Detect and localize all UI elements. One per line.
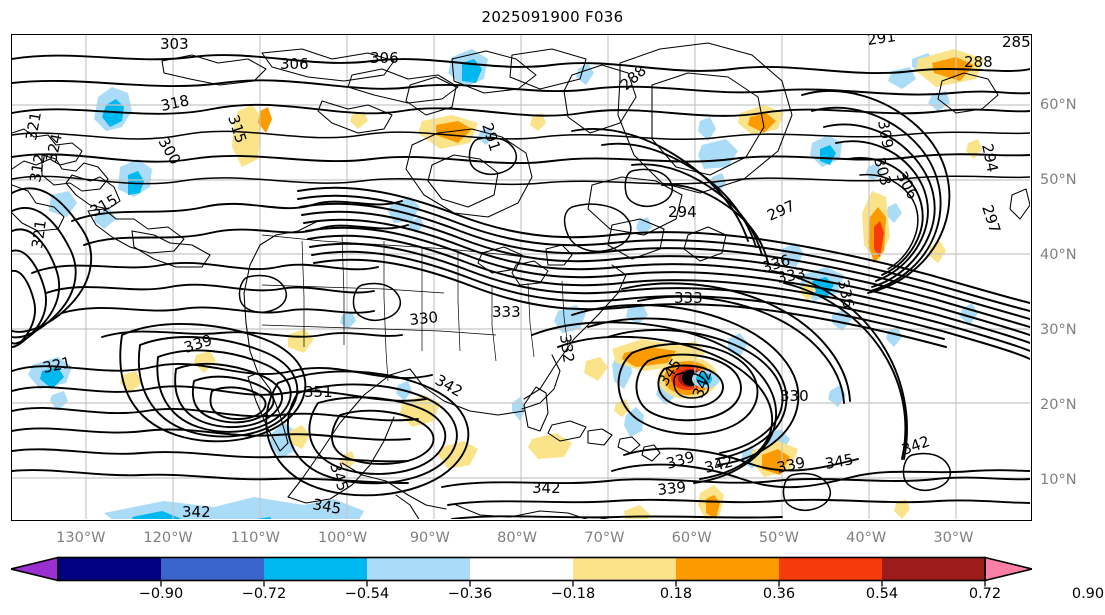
svg-text:303: 303 bbox=[160, 35, 189, 53]
contour-layer: 303 306 306 318 315 321 312 324 315 321 … bbox=[12, 35, 1030, 519]
svg-text:288: 288 bbox=[617, 61, 650, 94]
svg-text:330: 330 bbox=[780, 387, 809, 405]
colorbar-segment bbox=[882, 557, 986, 581]
map-clip: 303 306 306 318 315 321 312 324 315 321 … bbox=[12, 35, 1031, 520]
colorbar-canvas bbox=[11, 556, 1032, 587]
svg-text:342: 342 bbox=[899, 432, 932, 459]
lat-tick-label: 60°N bbox=[1040, 97, 1077, 114]
svg-text:333: 333 bbox=[492, 303, 521, 321]
svg-text:291: 291 bbox=[866, 35, 897, 49]
lon-tick-label: 30°W bbox=[933, 530, 974, 546]
colorbar-tick-label: 0.90 bbox=[1071, 586, 1105, 602]
colorbar-tick-label: −0.36 bbox=[447, 586, 493, 602]
svg-text:330: 330 bbox=[409, 308, 439, 329]
svg-text:288: 288 bbox=[964, 53, 993, 71]
colorbar-segment bbox=[367, 557, 471, 581]
svg-text:309: 309 bbox=[874, 119, 897, 150]
svg-text:294: 294 bbox=[978, 142, 1002, 174]
colorbar-ticks bbox=[160, 580, 986, 587]
colorbar-tick-label: −0.90 bbox=[138, 586, 184, 602]
svg-text:297: 297 bbox=[978, 203, 1004, 236]
svg-text:318: 318 bbox=[159, 91, 191, 115]
lon-tick-label: 90°W bbox=[409, 530, 450, 546]
lon-tick-label: 70°W bbox=[584, 530, 625, 546]
svg-text:306: 306 bbox=[370, 49, 399, 67]
colorbar-segment bbox=[58, 557, 162, 581]
svg-text:321: 321 bbox=[41, 353, 73, 377]
colorbar-outline bbox=[57, 556, 986, 582]
lon-tick-label: 50°W bbox=[758, 530, 799, 546]
svg-text:297: 297 bbox=[764, 197, 797, 225]
colorbar[interactable] bbox=[11, 556, 1032, 590]
lon-tick-label: 60°W bbox=[671, 530, 712, 546]
svg-text:294: 294 bbox=[668, 203, 697, 221]
lon-tick-label: 80°W bbox=[497, 530, 538, 546]
geography-layer bbox=[12, 42, 1030, 519]
svg-text:339: 339 bbox=[775, 453, 807, 477]
svg-text:342: 342 bbox=[532, 479, 561, 497]
svg-text:321: 321 bbox=[28, 219, 50, 250]
colorbar-segment bbox=[264, 557, 368, 581]
svg-text:332: 332 bbox=[556, 333, 578, 364]
svg-text:291: 291 bbox=[478, 121, 504, 154]
colorbar-tick-label: 0.54 bbox=[865, 586, 899, 602]
svg-text:312: 312 bbox=[26, 152, 49, 183]
lat-tick-label: 30°N bbox=[1040, 321, 1077, 338]
lat-tick-label: 50°N bbox=[1040, 172, 1077, 189]
lat-tick-label: 40°N bbox=[1040, 247, 1077, 264]
colorbar-segments bbox=[11, 556, 1032, 582]
svg-text:336: 336 bbox=[834, 278, 858, 310]
svg-text:339: 339 bbox=[657, 478, 687, 499]
colorbar-tick-label: −0.18 bbox=[550, 586, 596, 602]
svg-text:321: 321 bbox=[22, 110, 45, 141]
svg-text:306: 306 bbox=[892, 168, 921, 202]
colorbar-extend-min bbox=[11, 556, 59, 582]
svg-text:324: 324 bbox=[42, 132, 66, 164]
svg-text:342: 342 bbox=[182, 503, 211, 519]
lat-tick-label: 10°N bbox=[1040, 471, 1077, 488]
colorbar-tick-label: −0.72 bbox=[241, 586, 287, 602]
svg-text:303: 303 bbox=[870, 155, 895, 187]
colorbar-tick-label: 0.72 bbox=[968, 586, 1002, 602]
colorbar-segment bbox=[161, 557, 265, 581]
colorbar-tick-label: 0.18 bbox=[659, 586, 693, 602]
svg-text:345: 345 bbox=[311, 495, 342, 518]
colorbar-segment bbox=[779, 557, 883, 581]
colorbar-extend-max bbox=[984, 556, 1032, 582]
svg-text:345: 345 bbox=[824, 450, 855, 473]
lat-tick-label: 20°N bbox=[1040, 396, 1077, 413]
colorbar-tick-label: −0.54 bbox=[344, 586, 390, 602]
svg-text:333: 333 bbox=[674, 289, 703, 307]
lon-tick-label: 120°W bbox=[143, 530, 193, 546]
lon-tick-label: 100°W bbox=[317, 530, 368, 546]
svg-text:285: 285 bbox=[1002, 35, 1030, 51]
page-title: 2025091900 F036 bbox=[481, 8, 624, 26]
svg-text:333: 333 bbox=[776, 264, 807, 287]
map-canvas: 303 306 306 318 315 321 312 324 315 321 … bbox=[12, 35, 1030, 519]
svg-text:351: 351 bbox=[304, 383, 333, 401]
colorbar-tick-label: 0.36 bbox=[762, 586, 796, 602]
colorbar-segment bbox=[676, 557, 780, 581]
lon-tick-label: 110°W bbox=[230, 530, 280, 546]
svg-text:339: 339 bbox=[664, 448, 696, 473]
lon-tick-label: 40°W bbox=[846, 530, 887, 546]
lon-tick-label: 130°W bbox=[56, 530, 106, 546]
colorbar-segment bbox=[470, 557, 574, 581]
map-frame[interactable]: 303 306 306 318 315 321 312 324 315 321 … bbox=[11, 34, 1032, 521]
svg-text:306: 306 bbox=[280, 55, 309, 73]
colorbar-segment bbox=[573, 557, 677, 581]
svg-text:300: 300 bbox=[155, 134, 185, 168]
